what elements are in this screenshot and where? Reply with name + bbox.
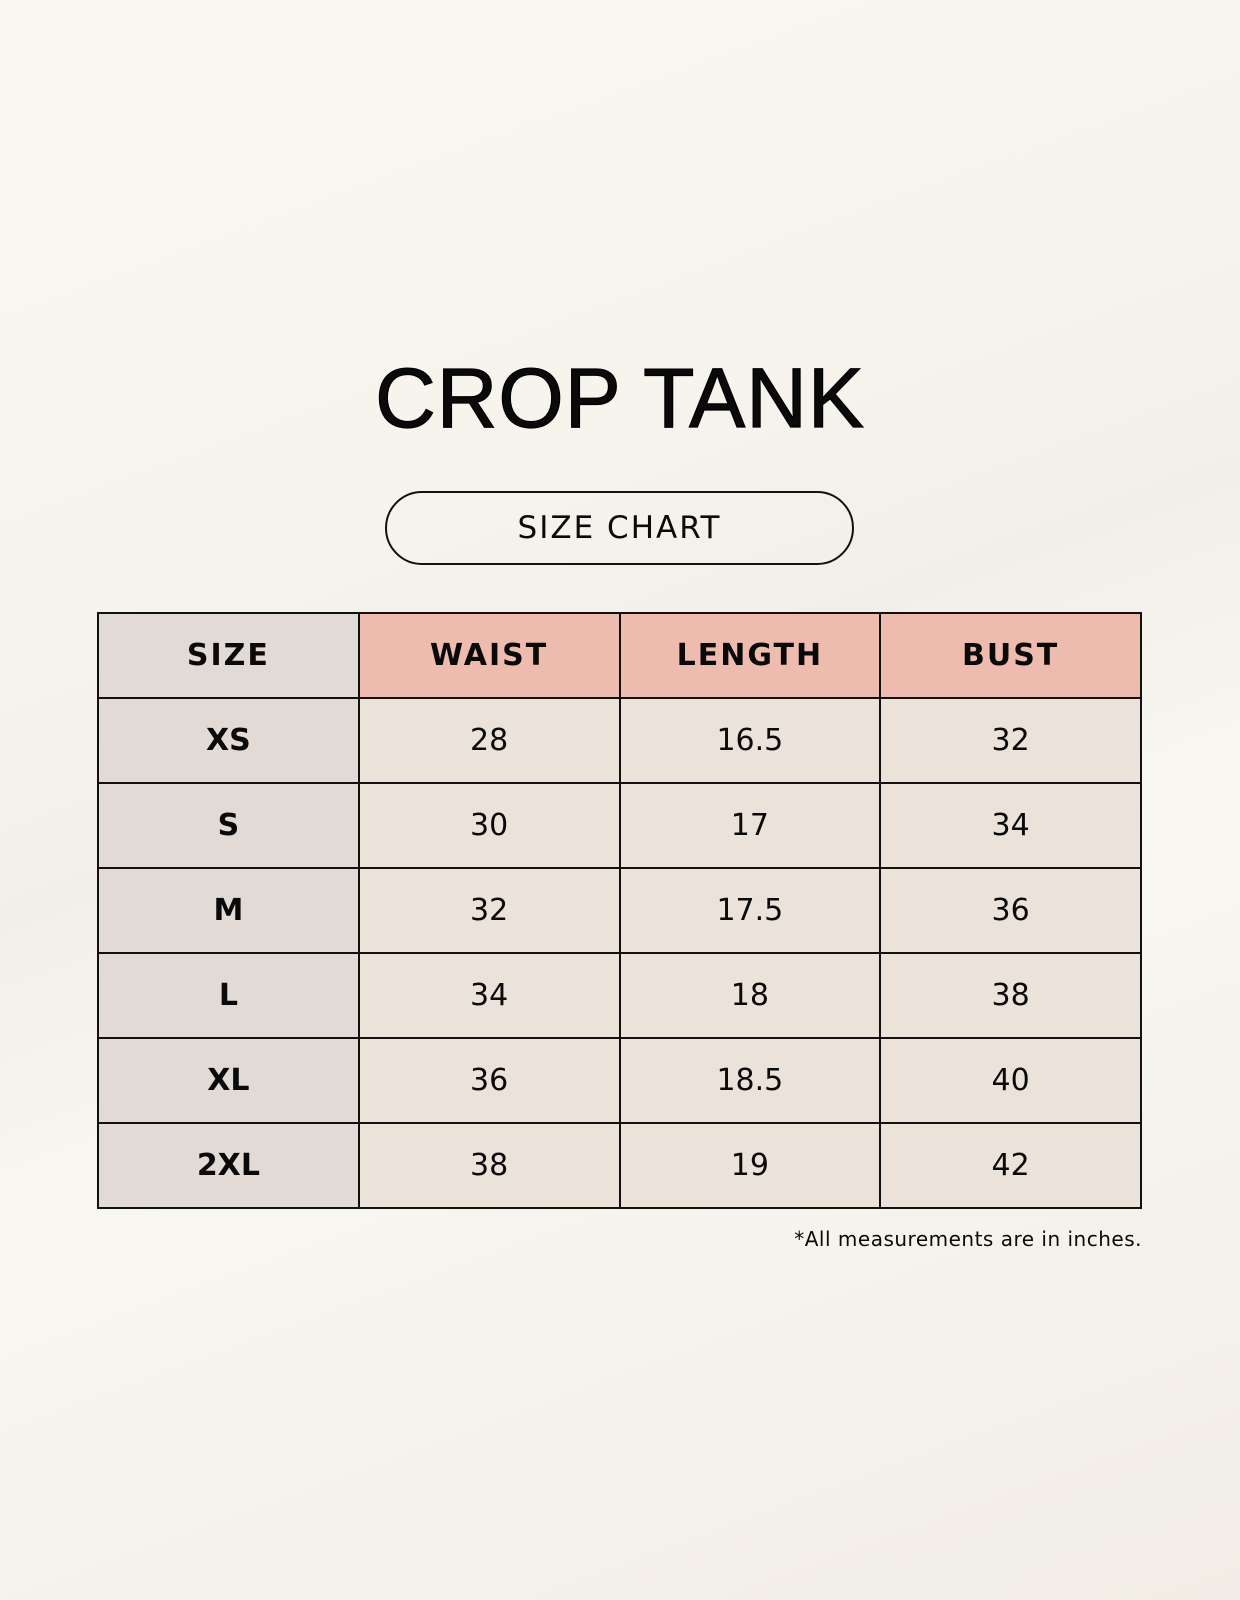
table-cell: 32: [879, 697, 1142, 784]
table-cell: 16.5: [618, 697, 882, 784]
size-label: L: [97, 952, 360, 1039]
column-header-bust: BUST: [879, 612, 1142, 699]
column-header-size: SIZE: [97, 612, 360, 699]
size-chart-table: SIZE WAIST LENGTH BUST XS 28 16.5 32 S 30 17 34 M 32…: [97, 612, 1142, 1209]
table-cell: 30: [357, 782, 621, 869]
table-cell: 38: [357, 1122, 621, 1209]
column-header-waist: WAIST: [357, 612, 621, 699]
table-row: L 34 18 38: [97, 952, 1142, 1039]
size-label: S: [97, 782, 360, 869]
size-chart-badge: SIZE CHART: [385, 491, 854, 565]
table-cell: 36: [879, 867, 1142, 954]
table-cell: 34: [357, 952, 621, 1039]
table-header-row: SIZE WAIST LENGTH BUST: [97, 612, 1142, 699]
size-label: 2XL: [97, 1122, 360, 1209]
size-label: XL: [97, 1037, 360, 1124]
table-cell: 28: [357, 697, 621, 784]
table-cell: 18: [618, 952, 882, 1039]
table-row: M 32 17.5 36: [97, 867, 1142, 954]
table-cell: 40: [879, 1037, 1142, 1124]
table-row: S 30 17 34: [97, 782, 1142, 869]
table-row: XS 28 16.5 32: [97, 697, 1142, 784]
table-row: XL 36 18.5 40: [97, 1037, 1142, 1124]
table-row: 2XL 38 19 42: [97, 1122, 1142, 1209]
table-cell: 34: [879, 782, 1142, 869]
table-cell: 18.5: [618, 1037, 882, 1124]
table-cell: 19: [618, 1122, 882, 1209]
size-label: XS: [97, 697, 360, 784]
table-cell: 38: [879, 952, 1142, 1039]
table-cell: 36: [357, 1037, 621, 1124]
column-header-length: LENGTH: [618, 612, 882, 699]
table-cell: 17.5: [618, 867, 882, 954]
measurement-note: *All measurements are in inches.: [794, 1227, 1142, 1251]
table-cell: 32: [357, 867, 621, 954]
page-title: CROP TANK: [374, 350, 865, 445]
size-label: M: [97, 867, 360, 954]
table-cell: 42: [879, 1122, 1142, 1209]
table-cell: 17: [618, 782, 882, 869]
